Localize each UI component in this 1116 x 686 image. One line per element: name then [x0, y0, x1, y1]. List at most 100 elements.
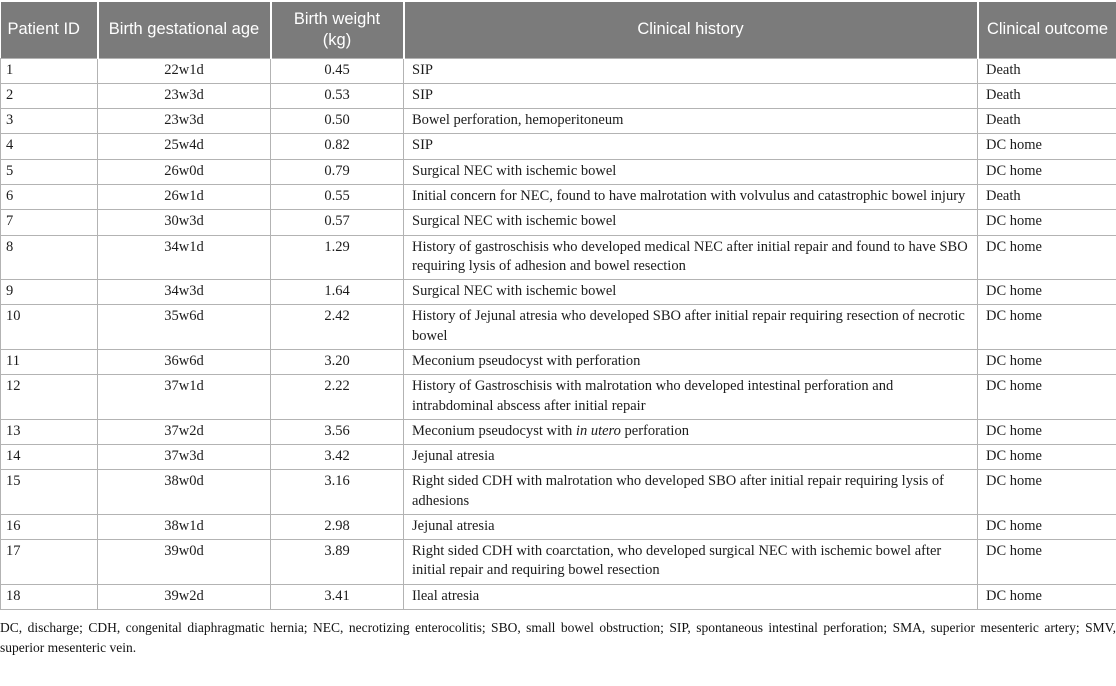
cell-clinical-history: Jejunal atresia — [403, 444, 978, 471]
column-header-clinical-history: Clinical history — [403, 2, 979, 59]
cell-gestational-age: 26w1d — [97, 183, 271, 211]
table-row: 1 22w1d 0.45 SIP Death — [0, 57, 1116, 84]
history-segment: History of Jejunal atresia who developed… — [412, 308, 965, 344]
history-segment: Surgical NEC with ischemic bowel — [412, 162, 617, 179]
cell-patient-id: 13 — [0, 418, 98, 446]
cell-clinical-outcome: DC home — [977, 583, 1116, 611]
cell-clinical-history: History of Gastroschisis with malrotatio… — [403, 374, 978, 420]
cell-clinical-history: SIP — [403, 82, 978, 110]
table-row: 6 26w1d 0.55 Initial concern for NEC, found… — [0, 183, 1116, 211]
table-row: 11 36w6d 3.20 Meconium pseudocyst with perf… — [0, 348, 1116, 376]
history-segment: Bowel perforation, hemoperitoneum — [412, 112, 624, 129]
table-row: 18 39w2d 3.41 Ileal atresia DC home — [0, 583, 1116, 611]
cell-gestational-age: 22w1d — [97, 57, 271, 84]
history-segment: Jejunal atresia — [412, 517, 495, 534]
cell-birth-weight: 2.42 — [270, 304, 404, 350]
cell-patient-id: 14 — [0, 444, 98, 471]
cell-birth-weight: 0.82 — [270, 133, 404, 160]
cell-patient-id: 4 — [0, 133, 98, 160]
cell-birth-weight: 3.20 — [270, 348, 404, 376]
cell-birth-weight: 3.56 — [270, 418, 404, 446]
cell-birth-weight: 0.53 — [270, 82, 404, 110]
table-row: 14 37w3d 3.42 Jejunal atresia DC home — [0, 444, 1116, 471]
patient-table: Patient ID Birth gestational age Birth wei… — [0, 2, 1116, 611]
cell-gestational-age: 36w6d — [97, 348, 271, 376]
cell-patient-id: 6 — [0, 183, 98, 211]
table-row: 8 34w1d 1.29 History of gastroschisis who d… — [0, 234, 1116, 281]
cell-clinical-outcome: DC home — [977, 469, 1116, 515]
cell-clinical-history: Right sided CDH with malrotation who dev… — [403, 469, 978, 515]
cell-gestational-age: 39w2d — [97, 583, 271, 611]
cell-birth-weight: 0.57 — [270, 209, 404, 236]
cell-clinical-history: Meconium pseudocyst with in utero perfor… — [403, 418, 978, 446]
cell-clinical-history: Jejunal atresia — [403, 513, 978, 541]
cell-patient-id: 8 — [0, 234, 98, 281]
cell-clinical-outcome: DC home — [977, 348, 1116, 376]
table-row: 10 35w6d 2.42 History of Jejunal atresia wh… — [0, 304, 1116, 350]
cell-gestational-age: 25w4d — [97, 133, 271, 160]
table-row: 16 38w1d 2.98 Jejunal atresia DC home — [0, 513, 1116, 541]
cell-clinical-history: Surgical NEC with ischemic bowel — [403, 209, 978, 236]
cell-clinical-history: History of Jejunal atresia who developed… — [403, 304, 978, 350]
cell-birth-weight: 0.55 — [270, 183, 404, 211]
cell-clinical-history: History of gastroschisis who developed m… — [403, 234, 978, 281]
cell-clinical-outcome: DC home — [977, 209, 1116, 236]
cell-patient-id: 17 — [0, 539, 98, 585]
cell-birth-weight: 0.79 — [270, 158, 404, 185]
cell-birth-weight: 3.41 — [270, 583, 404, 611]
history-segment: Right sided CDH with malrotation who dev… — [412, 473, 944, 509]
cell-birth-weight: 3.42 — [270, 444, 404, 471]
cell-clinical-outcome: DC home — [977, 279, 1116, 306]
cell-patient-id: 2 — [0, 82, 98, 110]
table-row: 15 38w0d 3.16 Right sided CDH with malrotat… — [0, 469, 1116, 515]
history-segment: Surgical NEC with ischemic bowel — [412, 283, 617, 300]
history-segment: Meconium pseudocyst with — [412, 422, 576, 439]
cell-birth-weight: 0.50 — [270, 108, 404, 135]
cell-birth-weight: 3.89 — [270, 539, 404, 585]
cell-patient-id: 1 — [0, 57, 98, 84]
column-header-gestational-age: Birth gestational age — [97, 2, 272, 59]
history-segment: Jejunal atresia — [412, 448, 495, 465]
history-segment: History of Gastroschisis with malrotatio… — [412, 378, 894, 414]
cell-gestational-age: 23w3d — [97, 82, 271, 110]
cell-gestational-age: 38w0d — [97, 469, 271, 515]
cell-clinical-history: Bowel perforation, hemoperitoneum — [403, 108, 978, 135]
history-segment: Meconium pseudocyst with perforation — [412, 352, 641, 369]
cell-clinical-outcome: DC home — [977, 539, 1116, 585]
history-segment: Right sided CDH with coarctation, who de… — [412, 543, 942, 579]
table-row: 5 26w0d 0.79 Surgical NEC with ischemic bow… — [0, 158, 1116, 185]
cell-patient-id: 5 — [0, 158, 98, 185]
table-body: 1 22w1d 0.45 SIP Death 2 23w3d 0.53 SIP Death 3 23w… — [0, 57, 1116, 611]
history-segment: SIP — [412, 61, 433, 78]
cell-patient-id: 16 — [0, 513, 98, 541]
cell-patient-id: 9 — [0, 279, 98, 306]
table-footnote: DC, discharge; CDH, congenital diaphragm… — [0, 620, 1116, 656]
cell-clinical-outcome: Death — [977, 108, 1116, 135]
history-segment: History of gastroschisis who developed m… — [412, 238, 968, 274]
cell-clinical-outcome: DC home — [977, 234, 1116, 281]
column-header-patient-id: Patient ID — [0, 2, 99, 59]
column-header-birth-weight: Birth weight (kg) — [270, 2, 405, 59]
history-segment: SIP — [412, 86, 433, 103]
cell-clinical-history: Surgical NEC with ischemic bowel — [403, 279, 978, 306]
cell-birth-weight: 1.29 — [270, 234, 404, 281]
cell-patient-id: 7 — [0, 209, 98, 236]
table-row: 9 34w3d 1.64 Surgical NEC with ischemic bow… — [0, 279, 1116, 306]
cell-gestational-age: 34w1d — [97, 234, 271, 281]
table-row: 2 23w3d 0.53 SIP Death — [0, 82, 1116, 110]
table-header-row: Patient ID Birth gestational age Birth wei… — [0, 2, 1116, 59]
cell-clinical-outcome: DC home — [977, 444, 1116, 471]
cell-gestational-age: 37w3d — [97, 444, 271, 471]
cell-birth-weight: 3.16 — [270, 469, 404, 515]
history-segment: Initial concern for NEC, found to have m… — [412, 187, 966, 204]
cell-gestational-age: 23w3d — [97, 108, 271, 135]
cell-clinical-outcome: DC home — [977, 304, 1116, 350]
table-row: 13 37w2d 3.56 Meconium pseudocyst with in u… — [0, 418, 1116, 446]
cell-clinical-history: Right sided CDH with coarctation, who de… — [403, 539, 978, 585]
table-row: 4 25w4d 0.82 SIP DC home — [0, 133, 1116, 160]
cell-clinical-history: Ileal atresia — [403, 583, 978, 611]
cell-clinical-history: Initial concern for NEC, found to have m… — [403, 183, 978, 211]
cell-clinical-outcome: DC home — [977, 133, 1116, 160]
cell-birth-weight: 2.22 — [270, 374, 404, 420]
history-segment: Ileal atresia — [412, 587, 480, 604]
